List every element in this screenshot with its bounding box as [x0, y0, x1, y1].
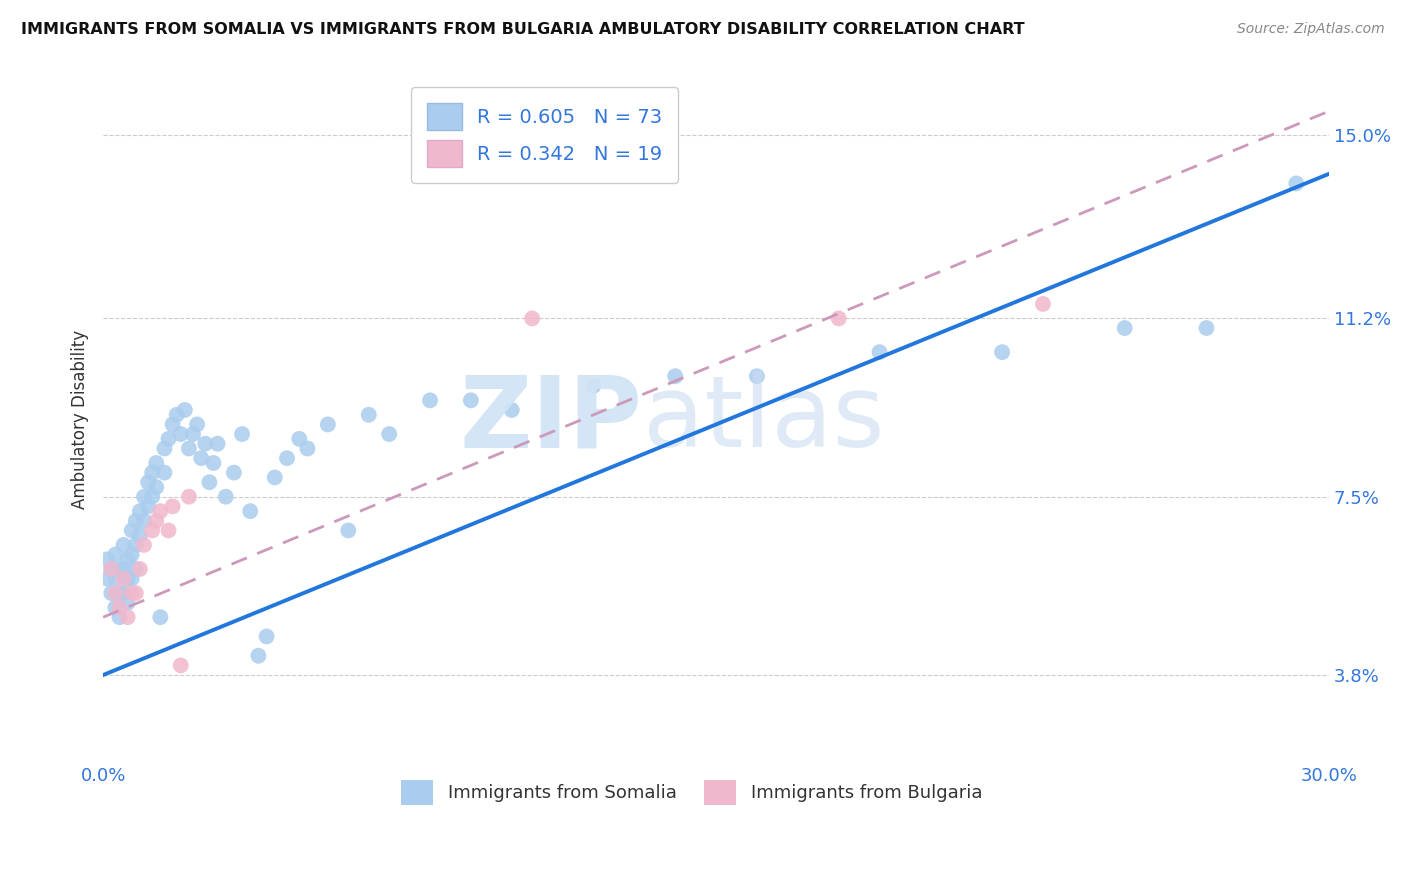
- Point: [1032, 297, 1054, 311]
- Point: [337, 524, 360, 538]
- Point: [104, 586, 127, 600]
- Point: [256, 630, 278, 644]
- Point: [239, 504, 262, 518]
- Point: [100, 562, 122, 576]
- Point: [162, 417, 184, 432]
- Point: [378, 427, 401, 442]
- Point: [215, 490, 238, 504]
- Point: [117, 572, 139, 586]
- Point: [125, 514, 148, 528]
- Point: [181, 427, 204, 442]
- Point: [132, 514, 155, 528]
- Point: [231, 427, 253, 442]
- Point: [145, 480, 167, 494]
- Point: [173, 403, 195, 417]
- Legend: Immigrants from Somalia, Immigrants from Bulgaria: Immigrants from Somalia, Immigrants from…: [392, 771, 991, 814]
- Point: [117, 610, 139, 624]
- Point: [501, 403, 523, 417]
- Point: [100, 586, 122, 600]
- Point: [991, 345, 1014, 359]
- Point: [582, 379, 605, 393]
- Point: [117, 552, 139, 566]
- Point: [166, 408, 188, 422]
- Point: [153, 466, 176, 480]
- Point: [108, 600, 131, 615]
- Point: [104, 600, 127, 615]
- Point: [222, 466, 245, 480]
- Point: [104, 548, 127, 562]
- Point: [141, 490, 163, 504]
- Point: [121, 548, 143, 562]
- Point: [141, 524, 163, 538]
- Point: [198, 475, 221, 490]
- Point: [145, 514, 167, 528]
- Point: [121, 524, 143, 538]
- Point: [121, 572, 143, 586]
- Point: [297, 442, 319, 456]
- Point: [869, 345, 891, 359]
- Point: [136, 475, 159, 490]
- Point: [96, 552, 118, 566]
- Point: [112, 538, 135, 552]
- Text: Source: ZipAtlas.com: Source: ZipAtlas.com: [1237, 22, 1385, 37]
- Point: [460, 393, 482, 408]
- Point: [827, 311, 849, 326]
- Point: [190, 451, 212, 466]
- Point: [112, 562, 135, 576]
- Y-axis label: Ambulatory Disability: Ambulatory Disability: [72, 330, 89, 509]
- Point: [263, 470, 285, 484]
- Point: [100, 562, 122, 576]
- Point: [136, 500, 159, 514]
- Point: [125, 538, 148, 552]
- Point: [149, 610, 172, 624]
- Point: [153, 442, 176, 456]
- Point: [157, 524, 180, 538]
- Point: [117, 596, 139, 610]
- Point: [112, 572, 135, 586]
- Point: [170, 427, 193, 442]
- Point: [96, 572, 118, 586]
- Point: [129, 528, 152, 542]
- Point: [129, 504, 152, 518]
- Point: [247, 648, 270, 663]
- Point: [132, 538, 155, 552]
- Text: atlas: atlas: [643, 371, 884, 468]
- Point: [149, 504, 172, 518]
- Point: [202, 456, 225, 470]
- Point: [664, 369, 686, 384]
- Point: [186, 417, 208, 432]
- Point: [745, 369, 768, 384]
- Point: [194, 436, 217, 450]
- Point: [121, 586, 143, 600]
- Point: [112, 586, 135, 600]
- Point: [177, 490, 200, 504]
- Point: [162, 500, 184, 514]
- Point: [145, 456, 167, 470]
- Point: [207, 436, 229, 450]
- Point: [1285, 177, 1308, 191]
- Point: [357, 408, 380, 422]
- Point: [141, 466, 163, 480]
- Point: [129, 562, 152, 576]
- Text: IMMIGRANTS FROM SOMALIA VS IMMIGRANTS FROM BULGARIA AMBULATORY DISABILITY CORREL: IMMIGRANTS FROM SOMALIA VS IMMIGRANTS FR…: [21, 22, 1025, 37]
- Point: [288, 432, 311, 446]
- Point: [1195, 321, 1218, 335]
- Point: [419, 393, 441, 408]
- Point: [157, 432, 180, 446]
- Point: [132, 490, 155, 504]
- Text: ZIP: ZIP: [460, 371, 643, 468]
- Point: [108, 610, 131, 624]
- Point: [170, 658, 193, 673]
- Point: [125, 586, 148, 600]
- Point: [1114, 321, 1136, 335]
- Point: [316, 417, 339, 432]
- Point: [276, 451, 298, 466]
- Point: [104, 572, 127, 586]
- Point: [108, 562, 131, 576]
- Point: [125, 562, 148, 576]
- Point: [108, 586, 131, 600]
- Point: [177, 442, 200, 456]
- Point: [522, 311, 544, 326]
